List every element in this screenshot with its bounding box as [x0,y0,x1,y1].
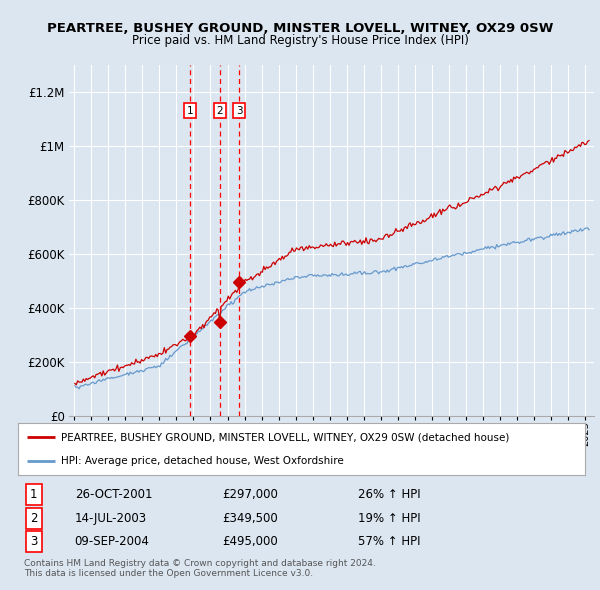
Text: 19% ↑ HPI: 19% ↑ HPI [358,512,421,525]
Text: 3: 3 [236,106,242,116]
Text: 57% ↑ HPI: 57% ↑ HPI [358,535,421,548]
Text: 2: 2 [217,106,223,116]
Text: 26% ↑ HPI: 26% ↑ HPI [358,489,421,502]
Text: Price paid vs. HM Land Registry's House Price Index (HPI): Price paid vs. HM Land Registry's House … [131,34,469,47]
Text: HPI: Average price, detached house, West Oxfordshire: HPI: Average price, detached house, West… [61,456,343,466]
Text: PEARTREE, BUSHEY GROUND, MINSTER LOVELL, WITNEY, OX29 0SW: PEARTREE, BUSHEY GROUND, MINSTER LOVELL,… [47,22,553,35]
Text: PEARTREE, BUSHEY GROUND, MINSTER LOVELL, WITNEY, OX29 0SW (detached house): PEARTREE, BUSHEY GROUND, MINSTER LOVELL,… [61,432,509,442]
Text: £349,500: £349,500 [222,512,278,525]
Text: 3: 3 [30,535,38,548]
Text: 14-JUL-2003: 14-JUL-2003 [75,512,147,525]
Text: £495,000: £495,000 [222,535,278,548]
Text: £297,000: £297,000 [222,489,278,502]
Text: This data is licensed under the Open Government Licence v3.0.: This data is licensed under the Open Gov… [24,569,313,578]
Text: Contains HM Land Registry data © Crown copyright and database right 2024.: Contains HM Land Registry data © Crown c… [24,559,376,568]
Text: 26-OCT-2001: 26-OCT-2001 [75,489,152,502]
Text: 1: 1 [30,489,38,502]
Text: 1: 1 [187,106,194,116]
Text: 2: 2 [30,512,38,525]
Text: 09-SEP-2004: 09-SEP-2004 [75,535,149,548]
